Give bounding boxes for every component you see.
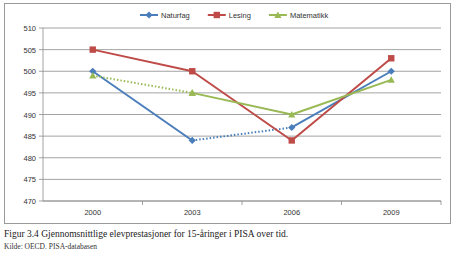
grid-line xyxy=(43,179,441,180)
data-point xyxy=(189,89,196,95)
grid-line xyxy=(43,28,441,29)
x-tick-mark xyxy=(341,201,342,205)
tick-mark xyxy=(39,201,43,202)
y-axis xyxy=(43,28,44,201)
tick-mark xyxy=(39,28,43,29)
series-line xyxy=(93,71,193,140)
data-point xyxy=(288,111,295,117)
source-note: Kilde: OECD. PISA-databasen xyxy=(4,242,97,251)
legend: Naturfag Lesing Matematikk xyxy=(140,11,328,20)
legend-label: Matematikk xyxy=(290,11,329,20)
data-point xyxy=(90,46,96,52)
grid-line xyxy=(43,136,441,137)
data-point xyxy=(189,137,196,144)
series-line xyxy=(93,50,392,141)
x-tick-label: 2000 xyxy=(84,208,101,217)
data-point xyxy=(189,89,196,95)
legend-marker xyxy=(214,12,220,18)
y-tick-label: 485 xyxy=(23,132,36,141)
grid-line xyxy=(43,92,441,93)
x-tick-mark xyxy=(142,201,143,205)
series-line xyxy=(93,76,193,93)
x-tick-mark xyxy=(441,201,442,205)
legend-label: Naturfag xyxy=(161,11,190,20)
legend-marker xyxy=(274,11,281,17)
tick-mark xyxy=(39,157,43,158)
grid-line xyxy=(43,114,441,115)
x-tick-label: 2009 xyxy=(383,208,400,217)
data-point xyxy=(388,55,394,61)
y-tick-label: 495 xyxy=(23,89,36,98)
caption: Figur 3.4 Gjennomsnittlige elevprestasjo… xyxy=(4,229,288,239)
grid-line xyxy=(43,157,441,158)
tick-mark xyxy=(39,136,43,137)
grid-line xyxy=(43,49,441,50)
data-point xyxy=(289,137,295,143)
x-tick-mark xyxy=(242,201,243,205)
grid xyxy=(39,28,441,201)
y-tick-label: 500 xyxy=(23,67,36,76)
tick-mark xyxy=(39,92,43,93)
tick-mark xyxy=(39,71,43,72)
series-line xyxy=(192,80,391,115)
tick-mark xyxy=(39,179,43,180)
tick-mark xyxy=(39,49,43,50)
data-point xyxy=(288,124,295,131)
y-tick-label: 470 xyxy=(23,197,36,206)
data-point xyxy=(388,76,395,82)
x-tick-label: 2003 xyxy=(184,208,201,217)
y-tick-label: 490 xyxy=(23,111,36,120)
y-tick-label: 480 xyxy=(23,154,36,163)
grid-line xyxy=(43,71,441,72)
tick-mark xyxy=(39,114,43,115)
chart-frame xyxy=(5,4,451,224)
y-tick-label: 510 xyxy=(23,24,36,33)
y-tick-label: 505 xyxy=(23,46,36,55)
data-point xyxy=(388,68,395,75)
x-tick-label: 2006 xyxy=(283,208,300,217)
legend-label: Lesing xyxy=(229,11,251,20)
data-point xyxy=(89,72,96,78)
data-point xyxy=(189,68,195,74)
chart: 470 475 480 485 490 495 500 505 510 2000 2003 2006 2… xyxy=(0,0,455,254)
y-tick-label: 475 xyxy=(23,175,36,184)
legend-marker xyxy=(145,11,152,18)
plot-area xyxy=(89,46,395,144)
